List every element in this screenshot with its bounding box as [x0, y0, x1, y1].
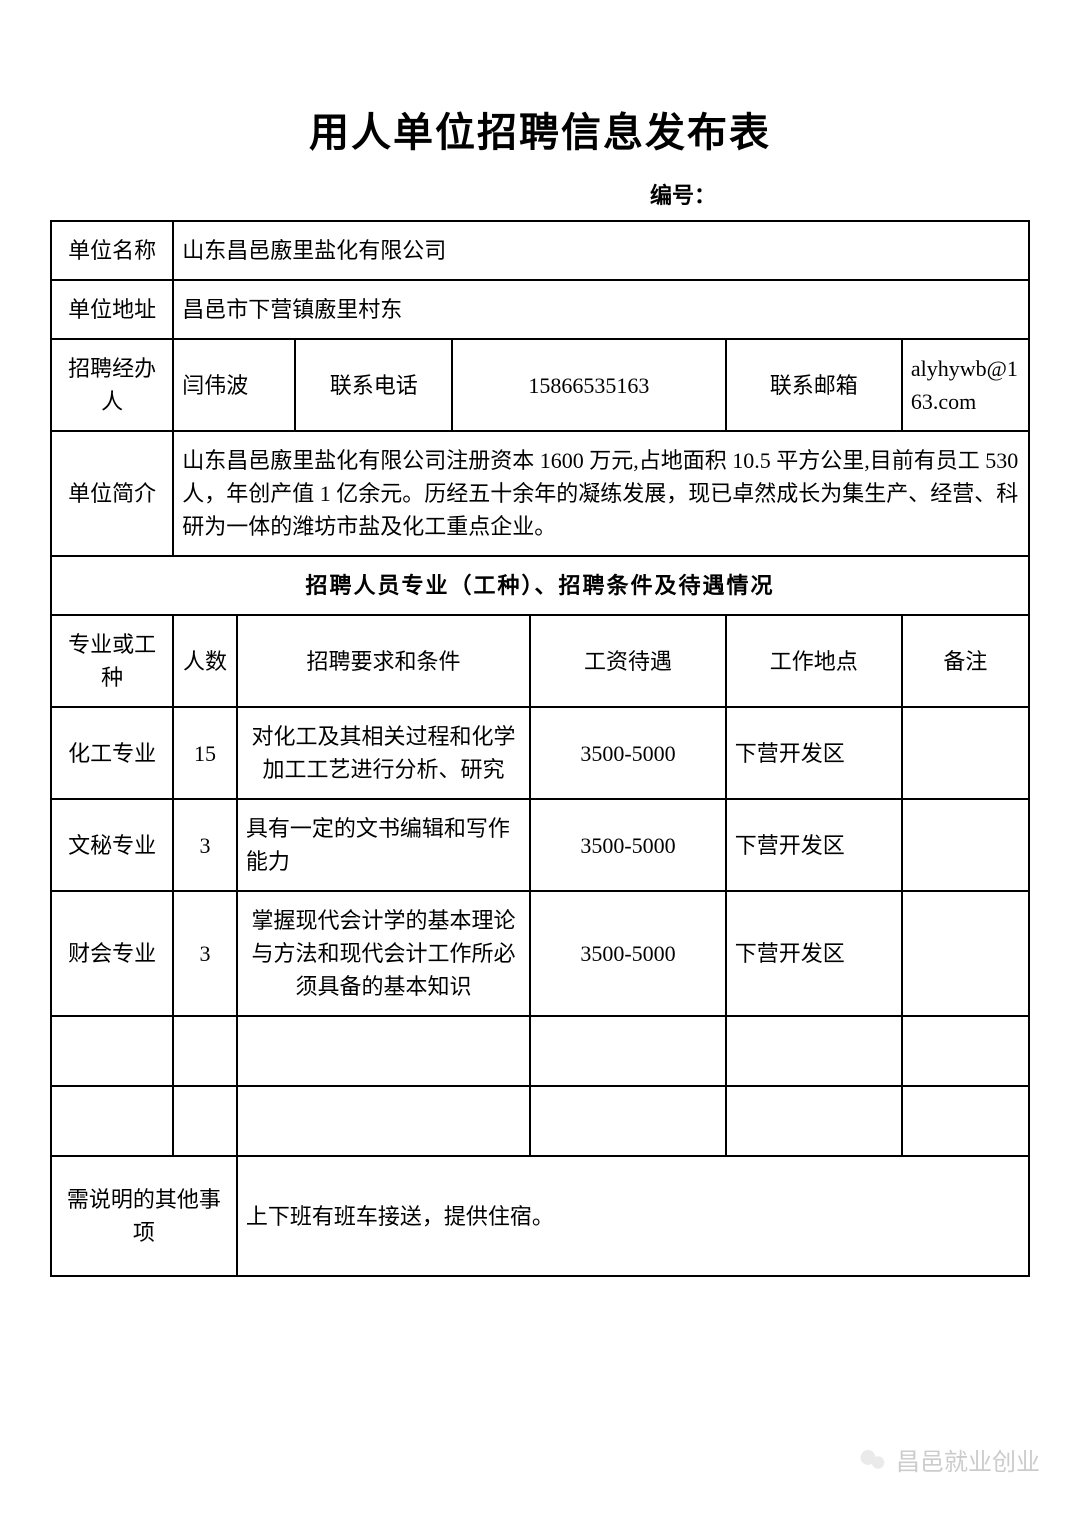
empty-cell	[237, 1086, 530, 1156]
col-requirements: 招聘要求和条件	[237, 615, 530, 707]
cell-location: 下营开发区	[726, 799, 902, 891]
cell-requirements: 具有一定的文书编辑和写作能力	[237, 799, 530, 891]
profile-label: 单位简介	[51, 431, 173, 556]
table-row-empty	[51, 1016, 1029, 1086]
cell-count: 3	[173, 799, 237, 891]
wechat-icon	[858, 1445, 888, 1475]
phone-value: 15866535163	[452, 339, 726, 431]
empty-cell	[51, 1086, 173, 1156]
section-header: 招聘人员专业（工种）、招聘条件及待遇情况	[51, 556, 1029, 615]
table-row: 单位地址 昌邑市下营镇廒里村东	[51, 280, 1029, 339]
address-label: 单位地址	[51, 280, 173, 339]
cell-major: 化工专业	[51, 707, 173, 799]
empty-cell	[237, 1016, 530, 1086]
cell-requirements: 对化工及其相关过程和化学加工工艺进行分析、研究	[237, 707, 530, 799]
watermark-text: 昌邑就业创业	[896, 1442, 1040, 1477]
empty-cell	[173, 1016, 237, 1086]
table-row: 招聘经办人 闫伟波 联系电话 15866535163 联系邮箱 alyhywb@…	[51, 339, 1029, 431]
col-count: 人数	[173, 615, 237, 707]
empty-cell	[530, 1016, 726, 1086]
company-name-label: 单位名称	[51, 221, 173, 280]
cell-count: 15	[173, 707, 237, 799]
empty-cell	[726, 1016, 902, 1086]
cell-location: 下营开发区	[726, 707, 902, 799]
cell-salary: 3500-5000	[530, 799, 726, 891]
other-label: 需说明的其他事项	[51, 1156, 237, 1276]
table-row: 化工专业 15 对化工及其相关过程和化学加工工艺进行分析、研究 3500-500…	[51, 707, 1029, 799]
contact-person-value: 闫伟波	[173, 339, 295, 431]
empty-cell	[902, 1016, 1029, 1086]
cell-count: 3	[173, 891, 237, 1016]
cell-remark	[902, 707, 1029, 799]
empty-cell	[902, 1086, 1029, 1156]
cell-remark	[902, 799, 1029, 891]
table-header-row: 专业或工种 人数 招聘要求和条件 工资待遇 工作地点 备注	[51, 615, 1029, 707]
table-row: 需说明的其他事项 上下班有班车接送，提供住宿。	[51, 1156, 1029, 1276]
phone-label: 联系电话	[295, 339, 451, 431]
empty-cell	[530, 1086, 726, 1156]
cell-major: 财会专业	[51, 891, 173, 1016]
document-number-label: 编号：	[50, 178, 1030, 210]
page-title: 用人单位招聘信息发布表	[50, 100, 1030, 158]
email-label: 联系邮箱	[726, 339, 902, 431]
cell-location: 下营开发区	[726, 891, 902, 1016]
contact-person-label: 招聘经办人	[51, 339, 173, 431]
cell-salary: 3500-5000	[530, 891, 726, 1016]
table-row: 招聘人员专业（工种）、招聘条件及待遇情况	[51, 556, 1029, 615]
col-location: 工作地点	[726, 615, 902, 707]
empty-cell	[173, 1086, 237, 1156]
table-row: 单位名称 山东昌邑廒里盐化有限公司	[51, 221, 1029, 280]
empty-cell	[726, 1086, 902, 1156]
address-value: 昌邑市下营镇廒里村东	[173, 280, 1029, 339]
cell-requirements: 掌握现代会计学的基本理论与方法和现代会计工作所必须具备的基本知识	[237, 891, 530, 1016]
table-row-empty	[51, 1086, 1029, 1156]
other-value: 上下班有班车接送，提供住宿。	[237, 1156, 1029, 1276]
table-row: 单位简介 山东昌邑廒里盐化有限公司注册资本 1600 万元,占地面积 10.5 …	[51, 431, 1029, 556]
col-major: 专业或工种	[51, 615, 173, 707]
recruitment-table: 单位名称 山东昌邑廒里盐化有限公司 单位地址 昌邑市下营镇廒里村东 招聘经办人 …	[50, 220, 1030, 1277]
empty-cell	[51, 1016, 173, 1086]
cell-salary: 3500-5000	[530, 707, 726, 799]
cell-major: 文秘专业	[51, 799, 173, 891]
table-row: 文秘专业 3 具有一定的文书编辑和写作能力 3500-5000 下营开发区	[51, 799, 1029, 891]
email-value: alyhywb@163.com	[902, 339, 1029, 431]
col-remark: 备注	[902, 615, 1029, 707]
document-page: 用人单位招聘信息发布表 编号： 单位名称 山东昌邑廒里盐化有限公司 单位地址 昌…	[0, 0, 1080, 1277]
table-row: 财会专业 3 掌握现代会计学的基本理论与方法和现代会计工作所必须具备的基本知识 …	[51, 891, 1029, 1016]
col-salary: 工资待遇	[530, 615, 726, 707]
profile-value: 山东昌邑廒里盐化有限公司注册资本 1600 万元,占地面积 10.5 平方公里,…	[173, 431, 1029, 556]
watermark: 昌邑就业创业	[858, 1442, 1040, 1477]
company-name-value: 山东昌邑廒里盐化有限公司	[173, 221, 1029, 280]
cell-remark	[902, 891, 1029, 1016]
